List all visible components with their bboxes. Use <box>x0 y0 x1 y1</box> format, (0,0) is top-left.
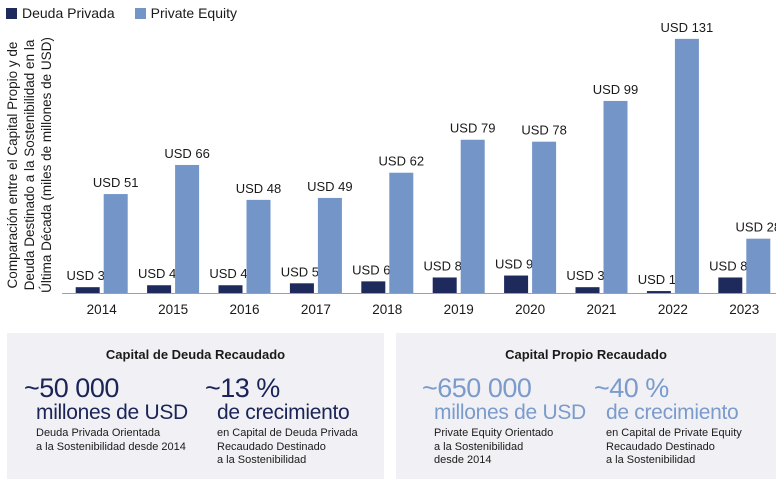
chart-legend: Deuda Privada Private Equity <box>6 3 257 23</box>
y-axis-label-line: Comparación entre el Capital Propio y de <box>5 42 20 289</box>
stat-propio-growth: ~40 % de crecimiento en Capital de Priva… <box>594 375 742 468</box>
x-tick-label: 2020 <box>515 302 545 317</box>
data-label: USD 3 <box>566 268 604 283</box>
stat-unit: de crecimiento <box>606 401 739 424</box>
stat-big-value: ~650 000 <box>422 373 532 403</box>
stat-unit: de crecimiento <box>217 401 350 424</box>
legend-item-deuda-privada: Deuda Privada <box>6 5 115 21</box>
stat-big-value: ~13 % <box>205 373 280 403</box>
stat-description: Private Equity Orientado a la Sostenibil… <box>434 427 554 466</box>
legend-swatch-private-equity <box>134 7 146 19</box>
bar-private-equity-2018 <box>389 172 414 293</box>
stat-propio-total: ~650 000 millones de USD Private Equity … <box>422 375 586 468</box>
data-label: USD 4 <box>138 266 176 281</box>
x-tick-label: 2022 <box>658 302 688 317</box>
data-label: USD 8 <box>424 258 462 273</box>
data-label: USD 4 <box>209 266 247 281</box>
stat-description: en Capital de Deuda Privada Recaudado De… <box>217 427 358 466</box>
legend-label-private-equity: Private Equity <box>150 5 237 21</box>
data-label: USD 51 <box>93 175 139 190</box>
stat-description: en Capital de Private Equity Recaudado D… <box>606 427 742 466</box>
x-tick-label: 2017 <box>301 302 331 317</box>
bar-private-equity-2022 <box>674 38 699 293</box>
x-tick-label: 2018 <box>372 302 402 317</box>
y-axis-label-line: Deuda Destinado a la Sostenibilidad en l… <box>22 39 37 290</box>
legend-label-deuda-privada: Deuda Privada <box>22 5 115 21</box>
stat-deuda-growth: ~13 % de crecimiento en Capital de Deuda… <box>205 375 358 468</box>
bar-deuda-privada-2015 <box>147 285 172 293</box>
card-capital-propio: Capital Propio Recaudado ~650 000 millon… <box>396 333 776 479</box>
x-tick-label: 2014 <box>87 302 118 317</box>
stat-description: Deuda Privada Orientada a la Sostenibili… <box>36 427 186 453</box>
y-axis-label-line: Última Década (miles de millones de USD) <box>39 37 54 293</box>
bar-deuda-privada-2014 <box>75 287 100 293</box>
bar-private-equity-2015 <box>175 164 200 293</box>
data-label: USD 78 <box>521 123 567 138</box>
data-label: USD 3 <box>67 268 105 283</box>
bar-deuda-privada-2020 <box>504 275 529 293</box>
bar-private-equity-2017 <box>317 197 342 293</box>
bar-deuda-privada-2019 <box>432 277 457 293</box>
x-tick-label: 2015 <box>158 302 188 317</box>
bar-private-equity-2020 <box>532 141 557 293</box>
data-label: USD 62 <box>379 154 425 169</box>
bar-deuda-privada-2021 <box>575 287 600 293</box>
legend-item-private-equity: Private Equity <box>134 5 237 21</box>
x-tick-label: 2016 <box>229 302 259 317</box>
bar-deuda-privada-2018 <box>361 281 386 293</box>
data-label: USD 79 <box>450 121 496 136</box>
card-title: Capital Propio Recaudado <box>505 347 667 362</box>
data-label: USD 6 <box>352 262 390 277</box>
stat-deuda-total: ~50 000 millones de USD Deuda Privada Or… <box>24 375 188 454</box>
x-tick-label: 2019 <box>444 302 474 317</box>
bar-deuda-privada-2016 <box>218 285 243 293</box>
x-tick-label: 2023 <box>729 302 759 317</box>
bar-private-equity-2019 <box>460 139 485 293</box>
bar-private-equity-2014 <box>103 194 128 293</box>
data-label: USD 5 <box>281 264 319 279</box>
data-label: USD 1 <box>638 272 676 287</box>
x-tick-label: 2021 <box>586 302 616 317</box>
data-label: USD 9 <box>495 257 533 272</box>
data-label: USD 48 <box>236 181 282 196</box>
bar-private-equity-2021 <box>603 100 628 293</box>
data-label: USD 99 <box>593 82 639 97</box>
data-label: USD 28 <box>736 220 776 235</box>
data-label: USD 49 <box>307 179 353 194</box>
bar-private-equity-2016 <box>246 199 271 293</box>
stat-unit: millones de USD <box>36 401 188 424</box>
bar-deuda-privada-2017 <box>289 283 314 293</box>
data-label: USD 131 <box>661 20 714 35</box>
bar-private-equity-2023 <box>746 238 771 293</box>
bar-deuda-privada-2023 <box>718 277 743 293</box>
card-title: Capital de Deuda Recaudado <box>105 347 286 362</box>
data-label: USD 8 <box>709 258 747 273</box>
bar-deuda-privada-2022 <box>646 291 671 293</box>
legend-swatch-deuda-privada <box>6 7 17 19</box>
bar-chart: USD 3 USD 51 2014 USD 4 USD 66 2015 USD 4 USD 4… <box>62 20 776 317</box>
stat-big-value: ~40 % <box>594 373 669 403</box>
y-axis-label: Comparación entre el Capital Propio y de… <box>0 0 62 300</box>
card-capital-deuda: Capital de Deuda Recaudado ~50 000 millo… <box>7 333 384 479</box>
stat-big-value: ~50 000 <box>24 373 119 403</box>
data-label: USD 66 <box>164 146 210 161</box>
stat-unit: millones de USD <box>434 401 586 424</box>
